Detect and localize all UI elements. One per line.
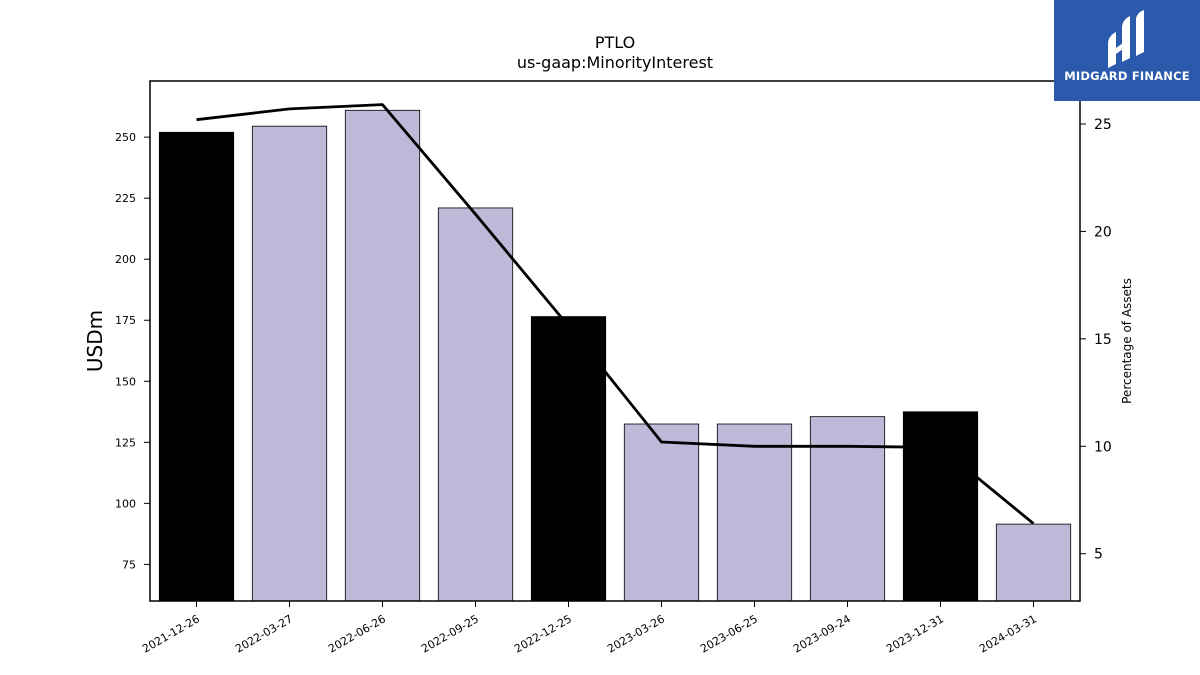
percentage-line <box>196 103 1035 525</box>
x-tick-label: 2023-09-24 <box>791 612 853 655</box>
x-tick-label: 2021-12-26 <box>140 612 202 655</box>
y-tick-label: 225 <box>115 192 136 205</box>
y2-tick-label: 20 <box>1094 224 1112 240</box>
y2-tick-label: 5 <box>1094 547 1103 563</box>
bar-2022-09-25 <box>437 207 514 602</box>
chart-title: PTLO <box>595 33 635 52</box>
y-tick-label: 250 <box>115 131 136 144</box>
y-tick-label: 200 <box>115 253 136 266</box>
bar-2022-12-25 <box>530 316 607 602</box>
x-tick-label: 2022-06-26 <box>326 612 388 655</box>
x-tick-label: 2022-12-25 <box>512 612 574 655</box>
bar-2023-09-24 <box>809 416 886 602</box>
logo-text: MIDGARD FINANCE <box>1064 69 1190 83</box>
x-tick-label: 2023-03-26 <box>605 612 667 655</box>
logo-mark-icon <box>1108 10 1144 68</box>
x-tick-label: 2022-09-25 <box>419 612 481 655</box>
bar-2023-06-25 <box>716 423 793 602</box>
y2-tick-label: 25 <box>1094 117 1112 133</box>
chart-subtitle: us-gaap:MinorityInterest <box>517 53 713 72</box>
x-tick-label: 2022-03-27 <box>233 612 295 655</box>
bar-2024-03-31 <box>995 523 1072 602</box>
y-tick-label: 100 <box>115 497 136 510</box>
y-tick-label: 175 <box>115 314 136 327</box>
bar-2022-03-27 <box>251 125 328 602</box>
plot-frame <box>149 80 1081 602</box>
y2-tick-label: 10 <box>1094 439 1112 455</box>
x-tick-label: 2023-12-31 <box>884 612 946 655</box>
y2-axis-label: Percentage of Assets <box>1120 278 1134 404</box>
x-tick-label: 2024-03-31 <box>977 612 1039 655</box>
y-axis: 75 100 125 150 175 200 225 250 <box>115 131 150 571</box>
bar-2023-12-31 <box>902 411 979 602</box>
line-series <box>196 103 1035 525</box>
y-tick-label: 75 <box>122 558 136 571</box>
bar-2023-03-26 <box>623 423 700 602</box>
x-tick-label: 2023-06-25 <box>698 612 760 655</box>
y2-tick-label: 15 <box>1094 332 1112 348</box>
midgard-finance-logo: MIDGARD FINANCE <box>1054 0 1200 101</box>
bars <box>158 109 1072 602</box>
x-axis: 2021-12-26 2022-03-27 2022-06-26 2022-09-25… <box>140 601 1039 656</box>
bar-2021-12-26 <box>158 131 235 602</box>
y-tick-label: 150 <box>115 375 136 388</box>
y-axis-label: USDm <box>83 310 107 372</box>
y2-axis: 5 10 15 20 25 <box>1080 117 1112 563</box>
y-tick-label: 125 <box>115 436 136 449</box>
bar-2022-06-26 <box>344 109 421 602</box>
